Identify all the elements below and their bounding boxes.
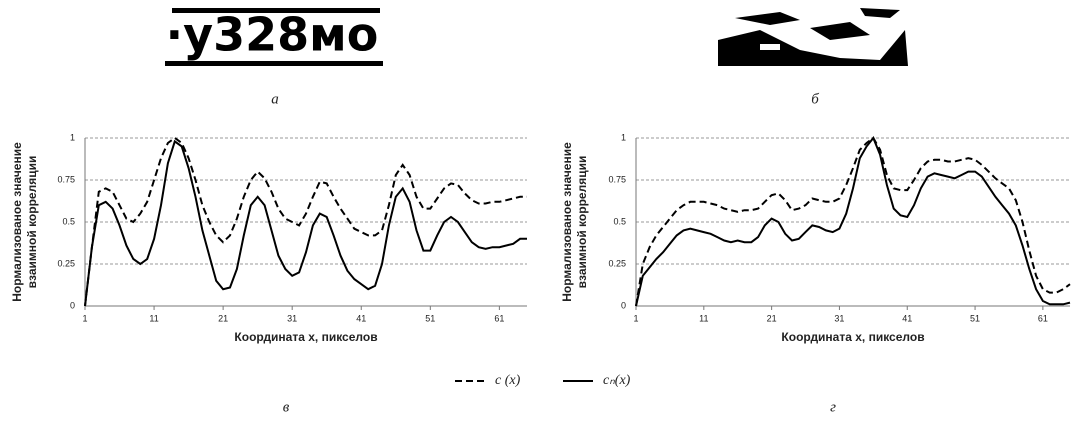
x-tick-label: 41 (356, 313, 366, 323)
binary-image (718, 8, 908, 66)
series-line (85, 141, 527, 306)
x-tick-label: 21 (767, 313, 777, 323)
x-axis-label: Координата x, пикселов (234, 330, 377, 344)
y-tick-label: 0.75 (57, 174, 75, 184)
y-axis-label: Нормализованое значение (560, 142, 574, 302)
plate-text: ·у328мо (166, 8, 379, 62)
y-tick-label: 0.5 (613, 216, 626, 226)
panel-label: б (811, 91, 819, 107)
x-tick-label: 11 (149, 313, 158, 323)
x-tick-label: 51 (425, 313, 435, 323)
blob (860, 8, 900, 18)
x-tick-label: 1 (82, 313, 87, 323)
plate-image: ·у328мо (165, 8, 383, 67)
x-tick-label: 21 (218, 313, 228, 323)
x-tick-label: 61 (494, 313, 504, 323)
y-tick-label: 0.25 (608, 258, 626, 268)
x-tick-label: 41 (902, 313, 912, 323)
legend-label: c (x) (495, 373, 521, 388)
y-axis-label: Нормализованое значение (10, 142, 24, 302)
y-tick-label: 0 (70, 300, 75, 310)
y-axis-label: взаимной корреляции (25, 156, 39, 289)
panel-label: г (830, 399, 836, 415)
panel-label: а (271, 91, 279, 107)
x-tick-label: 51 (970, 313, 980, 323)
figure: ·у328мо а б 00.250.50.7511112131415161Ко… (0, 0, 1075, 419)
x-tick-label: 31 (287, 313, 297, 323)
x-axis-label: Координата x, пикселов (781, 330, 924, 344)
panel-label: в (283, 399, 290, 415)
y-tick-label: 0.5 (62, 216, 75, 226)
plate-border (165, 61, 383, 66)
x-tick-label: 31 (834, 313, 844, 323)
blob (735, 12, 800, 25)
y-tick-label: 1 (70, 132, 75, 142)
y-tick-label: 0 (621, 300, 626, 310)
x-tick-label: 11 (699, 313, 708, 323)
y-axis-label: взаимной корреляции (575, 156, 589, 289)
blob (718, 30, 908, 66)
x-tick-label: 1 (633, 313, 638, 323)
blob-gap (760, 44, 780, 50)
blob (810, 22, 870, 40)
y-tick-label: 0.25 (57, 258, 75, 268)
x-tick-label: 61 (1038, 313, 1048, 323)
y-tick-label: 0.75 (608, 174, 626, 184)
y-tick-label: 1 (621, 132, 626, 142)
blob-gap (850, 48, 875, 53)
legend-label: cₙ(x) (603, 373, 631, 388)
